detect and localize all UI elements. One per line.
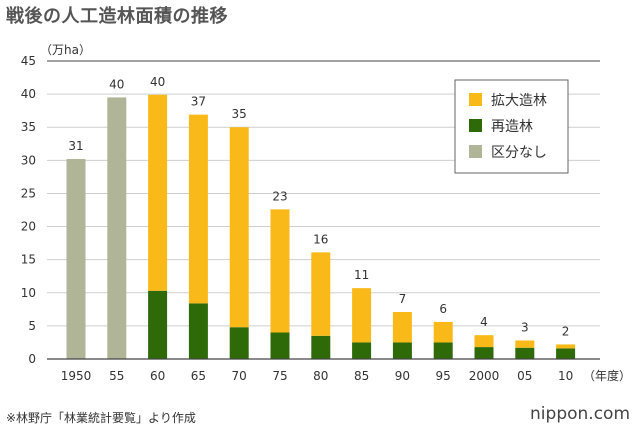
bar-total-label: 31 xyxy=(68,139,83,153)
bar-segment-replanting xyxy=(392,342,412,359)
bar-segment-replanting xyxy=(352,342,372,359)
y-tick-label: 10 xyxy=(21,286,36,300)
nippon-logo: nippon.com xyxy=(530,404,630,424)
bar-segment-expansion xyxy=(270,209,290,333)
bar-total-label: 23 xyxy=(272,189,287,203)
bar-segment-replanting xyxy=(270,332,290,359)
bar-segment-unclassified xyxy=(107,97,127,359)
y-tick-label: 35 xyxy=(21,120,36,134)
y-tick-label: 45 xyxy=(21,54,36,68)
x-tick-label: 80 xyxy=(313,369,328,383)
source-note: ※林野庁「林業統計要覧」より作成 xyxy=(6,411,196,425)
bar-total-label: 6 xyxy=(439,302,447,316)
bar-segment-expansion xyxy=(515,340,535,348)
bar-segment-expansion xyxy=(229,127,249,328)
x-tick-label: 65 xyxy=(191,369,206,383)
legend-label-unclassified: 区分なし xyxy=(491,145,547,161)
bar-segment-replanting xyxy=(433,342,453,359)
bar-total-label: 11 xyxy=(354,268,369,282)
bar-segment-expansion xyxy=(556,344,576,349)
bar-segment-expansion xyxy=(433,321,453,343)
bar-total-label: 37 xyxy=(191,95,206,109)
x-tick-label: 90 xyxy=(395,369,410,383)
y-tick-label: 0 xyxy=(28,352,36,366)
y-tick-label: 25 xyxy=(21,186,36,200)
legend-label-replanting: 再造林 xyxy=(491,119,533,135)
bar-total-label: 40 xyxy=(150,75,165,89)
legend-swatch-expansion xyxy=(469,93,482,106)
bar-segment-expansion xyxy=(148,94,168,291)
bar-segment-replanting xyxy=(515,347,535,359)
x-tick-label: 55 xyxy=(109,369,124,383)
y-tick-label: 15 xyxy=(21,253,36,267)
y-tick-label: 30 xyxy=(21,153,36,167)
bar-segment-unclassified xyxy=(66,159,86,359)
y-tick-label: 5 xyxy=(28,319,36,333)
y-tick-label: 40 xyxy=(21,87,36,101)
bar-segment-expansion xyxy=(392,311,412,343)
bar-segment-expansion xyxy=(188,114,208,304)
y-tick-label: 20 xyxy=(21,220,36,234)
legend-swatch-replanting xyxy=(469,119,482,132)
data-labels: 31 40 40 37 35 23 16 11 7 6 4 3 2 xyxy=(68,75,569,339)
bar-segment-replanting xyxy=(556,348,576,359)
legend-label-expansion: 拡大造林 xyxy=(491,93,547,109)
legend: 拡大造林 再造林 区分なし xyxy=(454,79,569,174)
bar-total-label: 7 xyxy=(399,292,407,306)
bars xyxy=(66,94,576,359)
bar-segment-replanting xyxy=(229,327,249,359)
bar-segment-replanting xyxy=(188,303,208,359)
legend-swatch-unclassified xyxy=(469,145,482,158)
x-tick-label: 10 xyxy=(558,369,573,383)
x-tick-label: 2000 xyxy=(469,369,500,383)
x-tick-label: 60 xyxy=(150,369,165,383)
bar-segment-expansion xyxy=(311,252,331,336)
x-tick-label: 05 xyxy=(517,369,532,383)
bar-total-label: 4 xyxy=(480,315,488,329)
bar-total-label: 2 xyxy=(562,324,570,338)
bar-segment-expansion xyxy=(352,288,372,343)
x-tick-label: 1950 xyxy=(61,369,92,383)
x-axis-unit: （年度） xyxy=(583,368,631,383)
bar-segment-replanting xyxy=(474,347,494,359)
x-tick-label: 95 xyxy=(436,369,451,383)
bar-segment-replanting xyxy=(148,290,168,359)
bar-segment-replanting xyxy=(311,335,331,359)
chart-title: 戦後の人工造林面積の推移 xyxy=(6,6,228,27)
x-tick-label: 85 xyxy=(354,369,369,383)
x-tick-label: 70 xyxy=(232,369,247,383)
bar-total-label: 40 xyxy=(109,77,124,91)
bar-segment-expansion xyxy=(474,335,494,348)
bar-total-label: 16 xyxy=(313,232,328,246)
bar-total-label: 35 xyxy=(232,107,247,121)
bar-total-label: 3 xyxy=(521,320,529,334)
y-axis-unit: （万ha） xyxy=(40,43,91,57)
x-tick-label: 75 xyxy=(272,369,287,383)
